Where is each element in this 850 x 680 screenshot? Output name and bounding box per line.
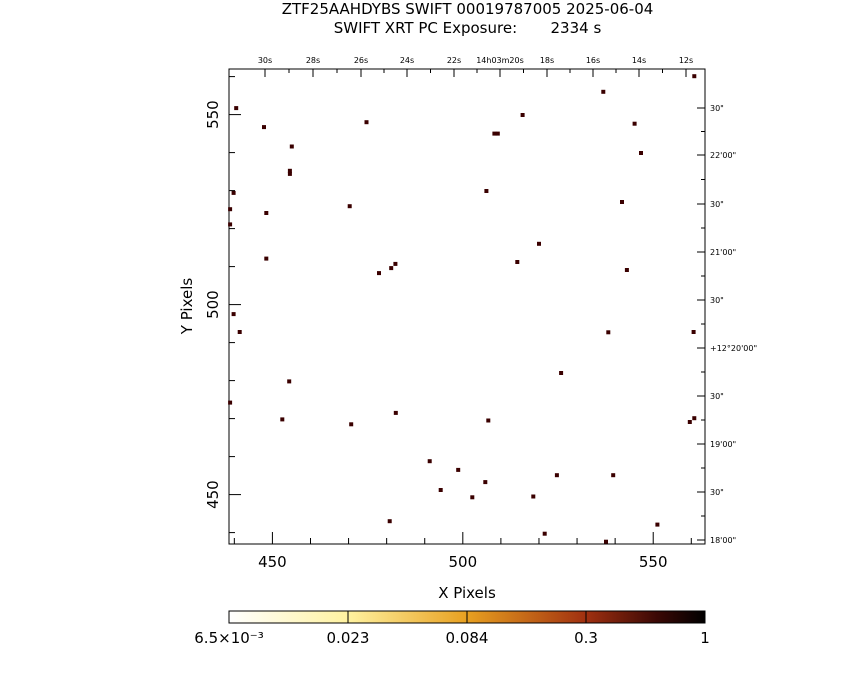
data-point <box>531 494 536 499</box>
data-point <box>347 204 352 209</box>
data-point <box>559 371 564 375</box>
data-point <box>231 312 236 317</box>
ra-tick-label: 22s <box>447 56 461 65</box>
data-point <box>228 222 233 227</box>
data-point <box>228 400 233 405</box>
data-point <box>639 151 643 155</box>
colorbar-layer: 6.5×10⁻³ 0.023 0.084 0.3 1 <box>194 611 710 647</box>
data-point <box>287 168 292 173</box>
points-layer <box>228 74 697 544</box>
x-tick-label: 450 <box>258 553 287 571</box>
data-point <box>537 241 541 246</box>
data-point <box>231 190 236 195</box>
data-point <box>427 459 432 464</box>
data-point <box>280 417 285 422</box>
data-point <box>349 422 354 427</box>
data-point <box>389 266 394 271</box>
ra-tick-label: 12s <box>679 56 693 65</box>
data-point <box>495 131 500 136</box>
dec-tick-label: +12°20'00" <box>710 344 757 353</box>
data-point <box>486 418 491 423</box>
ra-tick-label: 14h03m20s <box>476 56 524 65</box>
data-point <box>606 330 611 335</box>
x-tick-label: 550 <box>639 553 668 571</box>
data-point <box>484 189 489 193</box>
data-point <box>289 144 294 149</box>
data-point <box>620 200 624 204</box>
data-point <box>228 207 233 212</box>
ra-tick-label: 26s <box>354 56 368 65</box>
data-point <box>264 211 269 215</box>
data-point <box>387 519 392 524</box>
data-point <box>542 531 547 536</box>
data-point <box>237 330 242 334</box>
data-point <box>611 473 616 478</box>
data-point <box>632 121 637 126</box>
colorbar-label: 6.5×10⁻³ <box>194 629 263 647</box>
plot-frame <box>228 68 706 545</box>
data-point <box>692 416 697 421</box>
colorbar-label: 0.023 <box>327 629 370 647</box>
dec-tick-label: 19'00" <box>710 440 736 449</box>
data-point <box>624 268 629 272</box>
data-point <box>515 260 520 264</box>
data-point <box>492 131 497 136</box>
title-block: ZTF25AAHDYBS SWIFT 00019787005 2025-06-0… <box>0 0 850 38</box>
dec-tick-label: 30" <box>710 488 724 497</box>
y-tick-label: 550 <box>204 100 222 129</box>
ticks-layer <box>229 69 705 544</box>
y-tick-label: 500 <box>204 290 222 319</box>
dec-tick-label: 22'00" <box>710 151 736 160</box>
x-axis-title: X Pixels <box>438 584 496 602</box>
ra-tick-label: 30s <box>258 56 272 65</box>
data-point <box>393 261 398 266</box>
y-axis-title: Y Pixels <box>178 278 196 336</box>
y-tick-label: 450 <box>204 480 222 509</box>
chart-title: ZTF25AAHDYBS SWIFT 00019787005 2025-06-0… <box>281 0 654 18</box>
labels-layer: 450 500 550 450 500 550 30s 28s 26s 24s 22s 14h03m2… <box>204 56 757 571</box>
dec-tick-label: 30" <box>710 104 724 113</box>
x-tick-label: 500 <box>448 553 477 571</box>
data-point <box>456 467 461 472</box>
data-point <box>264 256 269 261</box>
data-point <box>287 379 292 384</box>
data-point <box>287 171 292 176</box>
data-point <box>483 480 488 485</box>
ra-tick-label: 28s <box>306 56 320 65</box>
data-point <box>554 473 559 478</box>
colorbar-label: 1 <box>700 629 710 647</box>
data-point <box>520 113 525 117</box>
ra-tick-label: 16s <box>586 56 600 65</box>
chart-subtitle: SWIFT XRT PC Exposure: 2334 s <box>333 19 602 37</box>
dec-tick-label: 30" <box>710 392 724 401</box>
ra-tick-label: 14s <box>632 56 646 65</box>
data-point <box>691 330 696 334</box>
colorbar-label: 0.3 <box>574 629 598 647</box>
data-point <box>601 89 606 94</box>
data-point <box>377 271 381 276</box>
ra-tick-label: 18s <box>540 56 554 65</box>
dec-tick-label: 21'00" <box>710 248 736 257</box>
data-point <box>655 522 660 527</box>
data-point <box>687 420 692 424</box>
dec-tick-label: 30" <box>710 200 724 209</box>
data-point <box>393 410 398 415</box>
data-point <box>438 488 443 492</box>
dec-tick-label: 30" <box>710 296 724 305</box>
data-point <box>364 120 369 125</box>
data-point <box>234 106 239 111</box>
data-point <box>692 74 697 79</box>
data-point <box>470 495 475 500</box>
data-point <box>262 125 266 130</box>
colorbar-label: 0.084 <box>446 629 489 647</box>
data-point <box>604 539 608 544</box>
ra-tick-label: 24s <box>400 56 414 65</box>
dec-tick-label: 18'00" <box>710 536 736 545</box>
